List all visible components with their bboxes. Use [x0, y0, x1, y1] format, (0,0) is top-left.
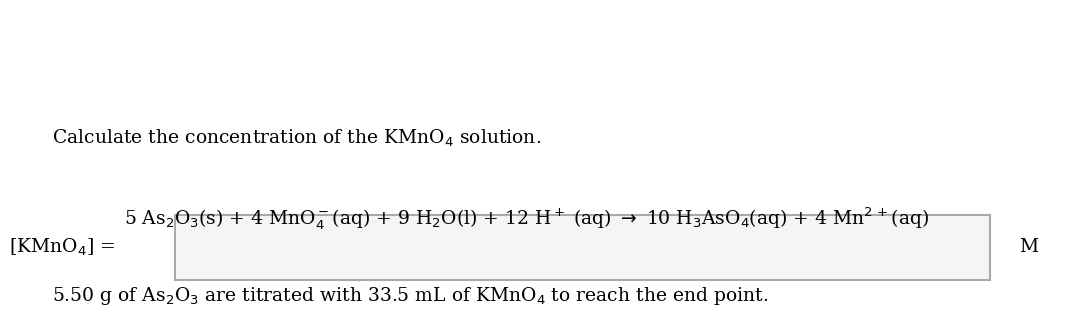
Text: Calculate the concentration of the KMnO$_4$ solution.: Calculate the concentration of the KMnO$…: [52, 127, 541, 149]
Text: M: M: [1020, 238, 1039, 256]
FancyBboxPatch shape: [175, 215, 990, 280]
Text: [KMnO$_4$] =: [KMnO$_4$] =: [9, 236, 114, 258]
Text: 5 As$_2$O$_3$(s) + 4 MnO$_4^-$(aq) + 9 H$_2$O(l) + 12 H$^+$ (aq) $\rightarrow$ 1: 5 As$_2$O$_3$(s) + 4 MnO$_4^-$(aq) + 9 H…: [124, 205, 930, 232]
Text: 5.50 g of As$_2$O$_3$ are titrated with 33.5 mL of KMnO$_4$ to reach the end poi: 5.50 g of As$_2$O$_3$ are titrated with …: [52, 285, 768, 307]
